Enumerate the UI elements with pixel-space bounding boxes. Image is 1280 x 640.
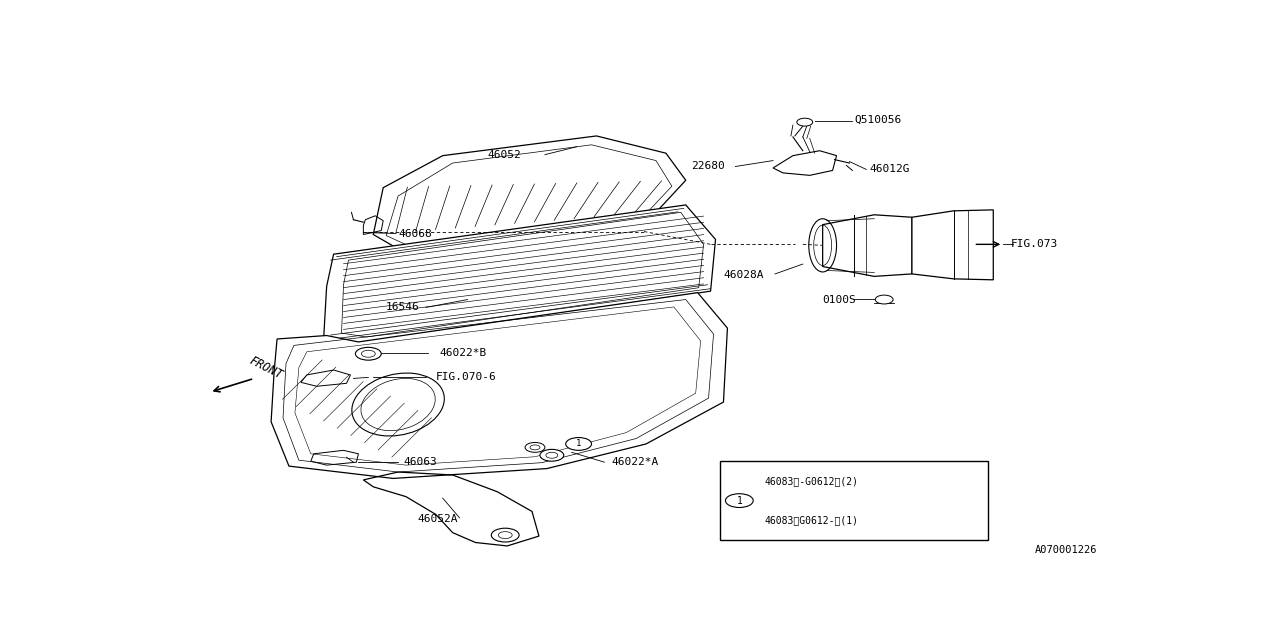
Text: FIG.070-6: FIG.070-6 <box>435 372 497 383</box>
Text: 46022*A: 46022*A <box>612 457 659 467</box>
Circle shape <box>876 295 893 304</box>
Polygon shape <box>911 210 993 280</box>
Polygon shape <box>271 292 727 479</box>
Polygon shape <box>324 205 716 343</box>
Text: 46063: 46063 <box>403 457 436 467</box>
Circle shape <box>566 438 591 451</box>
Text: 46052A: 46052A <box>417 515 458 524</box>
Text: 46028A: 46028A <box>723 270 764 280</box>
Text: 46012G: 46012G <box>869 164 910 175</box>
Text: 0100S: 0100S <box>823 294 856 305</box>
Text: 46083（-G0612）(2): 46083（-G0612）(2) <box>764 476 858 486</box>
Circle shape <box>356 348 381 360</box>
Text: 22680: 22680 <box>691 161 724 172</box>
Circle shape <box>492 528 520 542</box>
Text: 46052: 46052 <box>488 150 521 159</box>
Text: FRONT: FRONT <box>247 353 285 381</box>
Text: FIG.073: FIG.073 <box>1011 239 1059 250</box>
Text: 46068: 46068 <box>398 228 431 239</box>
Circle shape <box>726 493 753 508</box>
Text: 1: 1 <box>736 495 742 506</box>
Polygon shape <box>823 215 911 276</box>
Circle shape <box>797 118 813 126</box>
Text: 1: 1 <box>576 440 581 449</box>
Text: A070001226: A070001226 <box>1036 545 1097 555</box>
Text: 46083（G0612-）(1): 46083（G0612-）(1) <box>764 515 858 525</box>
Text: Q510056: Q510056 <box>855 115 901 125</box>
Circle shape <box>525 442 545 452</box>
Text: 46022*B: 46022*B <box>440 348 486 358</box>
Circle shape <box>540 449 563 461</box>
Bar <box>721 461 988 540</box>
Text: 16546: 16546 <box>387 303 420 312</box>
